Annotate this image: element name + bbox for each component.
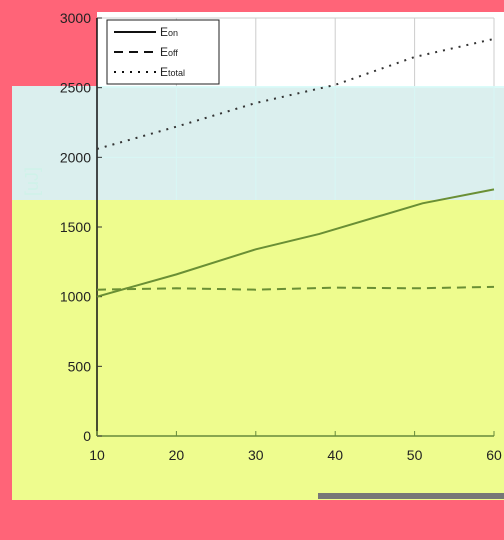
x-tick-label: 60: [486, 447, 502, 463]
x-tick-label: 30: [248, 447, 264, 463]
series-line-Etotal: [96, 37, 495, 150]
legend-label: Etotal: [160, 65, 185, 79]
y-tick-label: 500: [68, 358, 92, 374]
legend-box: [106, 19, 220, 85]
legend: Eon Eoff Etotal: [106, 19, 220, 85]
overlay-yellow-band: [12, 200, 504, 500]
overlay-bottom-bar: [318, 493, 504, 499]
series-line-Eon: [96, 188, 495, 298]
x-tick-label: 10: [89, 447, 105, 463]
series-line-Eoff: [96, 285, 495, 291]
y-tick-label: 3000: [60, 10, 91, 26]
legend-label: Eon: [160, 25, 178, 39]
y-tick-label: 2500: [60, 80, 91, 96]
x-tick-label: 20: [169, 447, 185, 463]
y-tick-label: 1500: [60, 219, 91, 235]
y-tick-label: 2000: [60, 149, 91, 165]
y-tick-label: 0: [83, 428, 91, 444]
legend-label: Eoff: [160, 45, 178, 59]
x-tick-label: 40: [327, 447, 343, 463]
x-tick-label: 50: [407, 447, 423, 463]
overlay-cyan-band: [12, 86, 504, 202]
y-tick-label: 1000: [60, 289, 91, 305]
